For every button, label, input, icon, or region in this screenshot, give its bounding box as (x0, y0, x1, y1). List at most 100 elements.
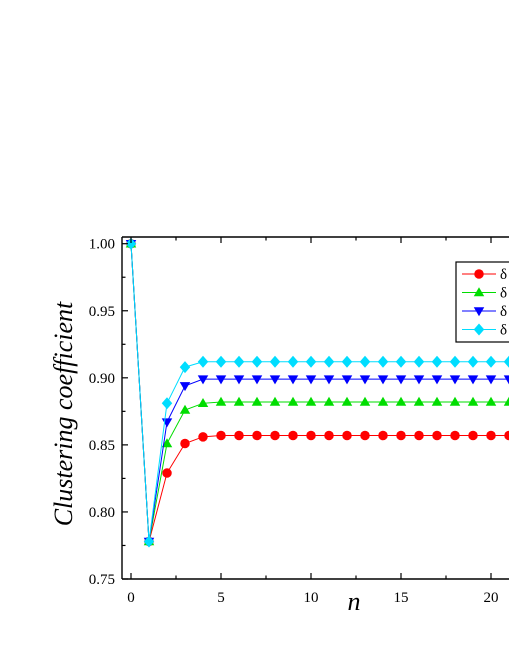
legend-marker (473, 307, 485, 317)
series-2-point (377, 396, 389, 406)
series-1-point (180, 438, 190, 449)
series-4-point (413, 355, 425, 368)
series-3-point (467, 375, 479, 385)
series-3-point (161, 418, 173, 428)
series-1-point (270, 430, 280, 441)
legend-label: δ (500, 286, 507, 302)
series-3-point (179, 382, 191, 392)
series-4-point (341, 355, 353, 368)
series-1-point (414, 430, 424, 441)
x-tick-label: 5 (217, 590, 225, 606)
legend-label: δ (500, 323, 507, 339)
series-4-point (287, 355, 299, 368)
series-2-point (413, 396, 425, 406)
series-2-point (395, 396, 407, 406)
series-3-point (305, 375, 317, 385)
series-4-line (130, 243, 509, 542)
series-3-point (359, 375, 371, 385)
series-3-point (485, 375, 497, 385)
y-tick-label: 0.80 (89, 505, 115, 521)
series-2-point (269, 396, 281, 406)
x-axis-label: n (348, 587, 361, 616)
series-3-point (233, 375, 245, 385)
legend-marker (474, 269, 484, 279)
series-3-point (215, 375, 227, 385)
series-3-point (431, 375, 443, 385)
series-2-point (323, 396, 335, 406)
series-1-point (288, 430, 298, 441)
series-1-point (324, 430, 334, 441)
series-1-line (130, 243, 509, 542)
series-1-point (396, 430, 406, 441)
series-1-point (360, 430, 370, 441)
series-1-point (378, 430, 388, 441)
series-2-point (179, 404, 191, 414)
series-4-point (485, 355, 497, 368)
series-2-point (503, 396, 509, 406)
series-1-point (162, 468, 172, 478)
x-tick-label: 10 (304, 590, 319, 606)
series-3-point (377, 375, 389, 385)
legend-label: δ (500, 304, 507, 320)
series-1-point (468, 430, 478, 441)
series-3 (125, 239, 509, 547)
series-3-point (197, 375, 209, 385)
x-tick-label: 0 (127, 590, 135, 606)
series-4-point (503, 355, 509, 368)
series-2-point (485, 396, 497, 406)
axes: 0 5 10 15 20 0.75 0.80 0.85 0.90 0.95 1.00 (89, 236, 509, 606)
series-4-point (179, 361, 191, 374)
series-4-point (359, 355, 371, 368)
plot-marks (125, 237, 509, 548)
series-2-line (130, 243, 509, 542)
series-4 (125, 237, 509, 548)
series-2 (125, 238, 509, 546)
series-1-point (252, 430, 262, 441)
series-1-point (306, 430, 316, 441)
series-2-point (197, 398, 209, 408)
series-4-point (143, 535, 155, 548)
series-4-point (161, 397, 173, 410)
series-1-point (198, 432, 208, 442)
series-3-point (503, 375, 509, 385)
series-3-line (130, 243, 509, 542)
series-3-point (323, 375, 335, 385)
series-3-point (395, 375, 407, 385)
series-1-point (486, 430, 496, 441)
series-1-point (432, 430, 442, 441)
series-3-point (287, 375, 299, 385)
series-4-point (233, 355, 245, 368)
x-tick-label: 20 (484, 590, 499, 606)
y-tick-label: 0.95 (89, 304, 115, 320)
series-4-point (431, 355, 443, 368)
y-tick-label: 0.75 (89, 572, 115, 588)
series-2-point (341, 396, 353, 406)
series-1-point (342, 430, 352, 441)
series-3-point (251, 375, 263, 385)
series-3-point (449, 375, 461, 385)
series-4-point (215, 355, 227, 368)
series-1 (126, 238, 509, 547)
series-2-point (233, 396, 245, 406)
series-3-point (269, 375, 281, 385)
y-tick-label: 0.90 (89, 371, 115, 387)
series-4-point (467, 355, 479, 368)
series-4-point (323, 355, 335, 368)
series-2-point (161, 438, 173, 448)
series-2-point (449, 396, 461, 406)
legend-marker (473, 287, 485, 297)
series-2-point (305, 396, 317, 406)
series-4-point (269, 355, 281, 368)
series-1-point (450, 430, 460, 441)
series-4-point (449, 355, 461, 368)
series-4-point (377, 355, 389, 368)
series-4-point (197, 355, 209, 368)
series-4-point (305, 355, 317, 368)
series-2-point (287, 396, 299, 406)
y-axis-label: Clustering coefficient (49, 301, 78, 526)
series-2-point (251, 396, 263, 406)
series-4-point (395, 355, 407, 368)
